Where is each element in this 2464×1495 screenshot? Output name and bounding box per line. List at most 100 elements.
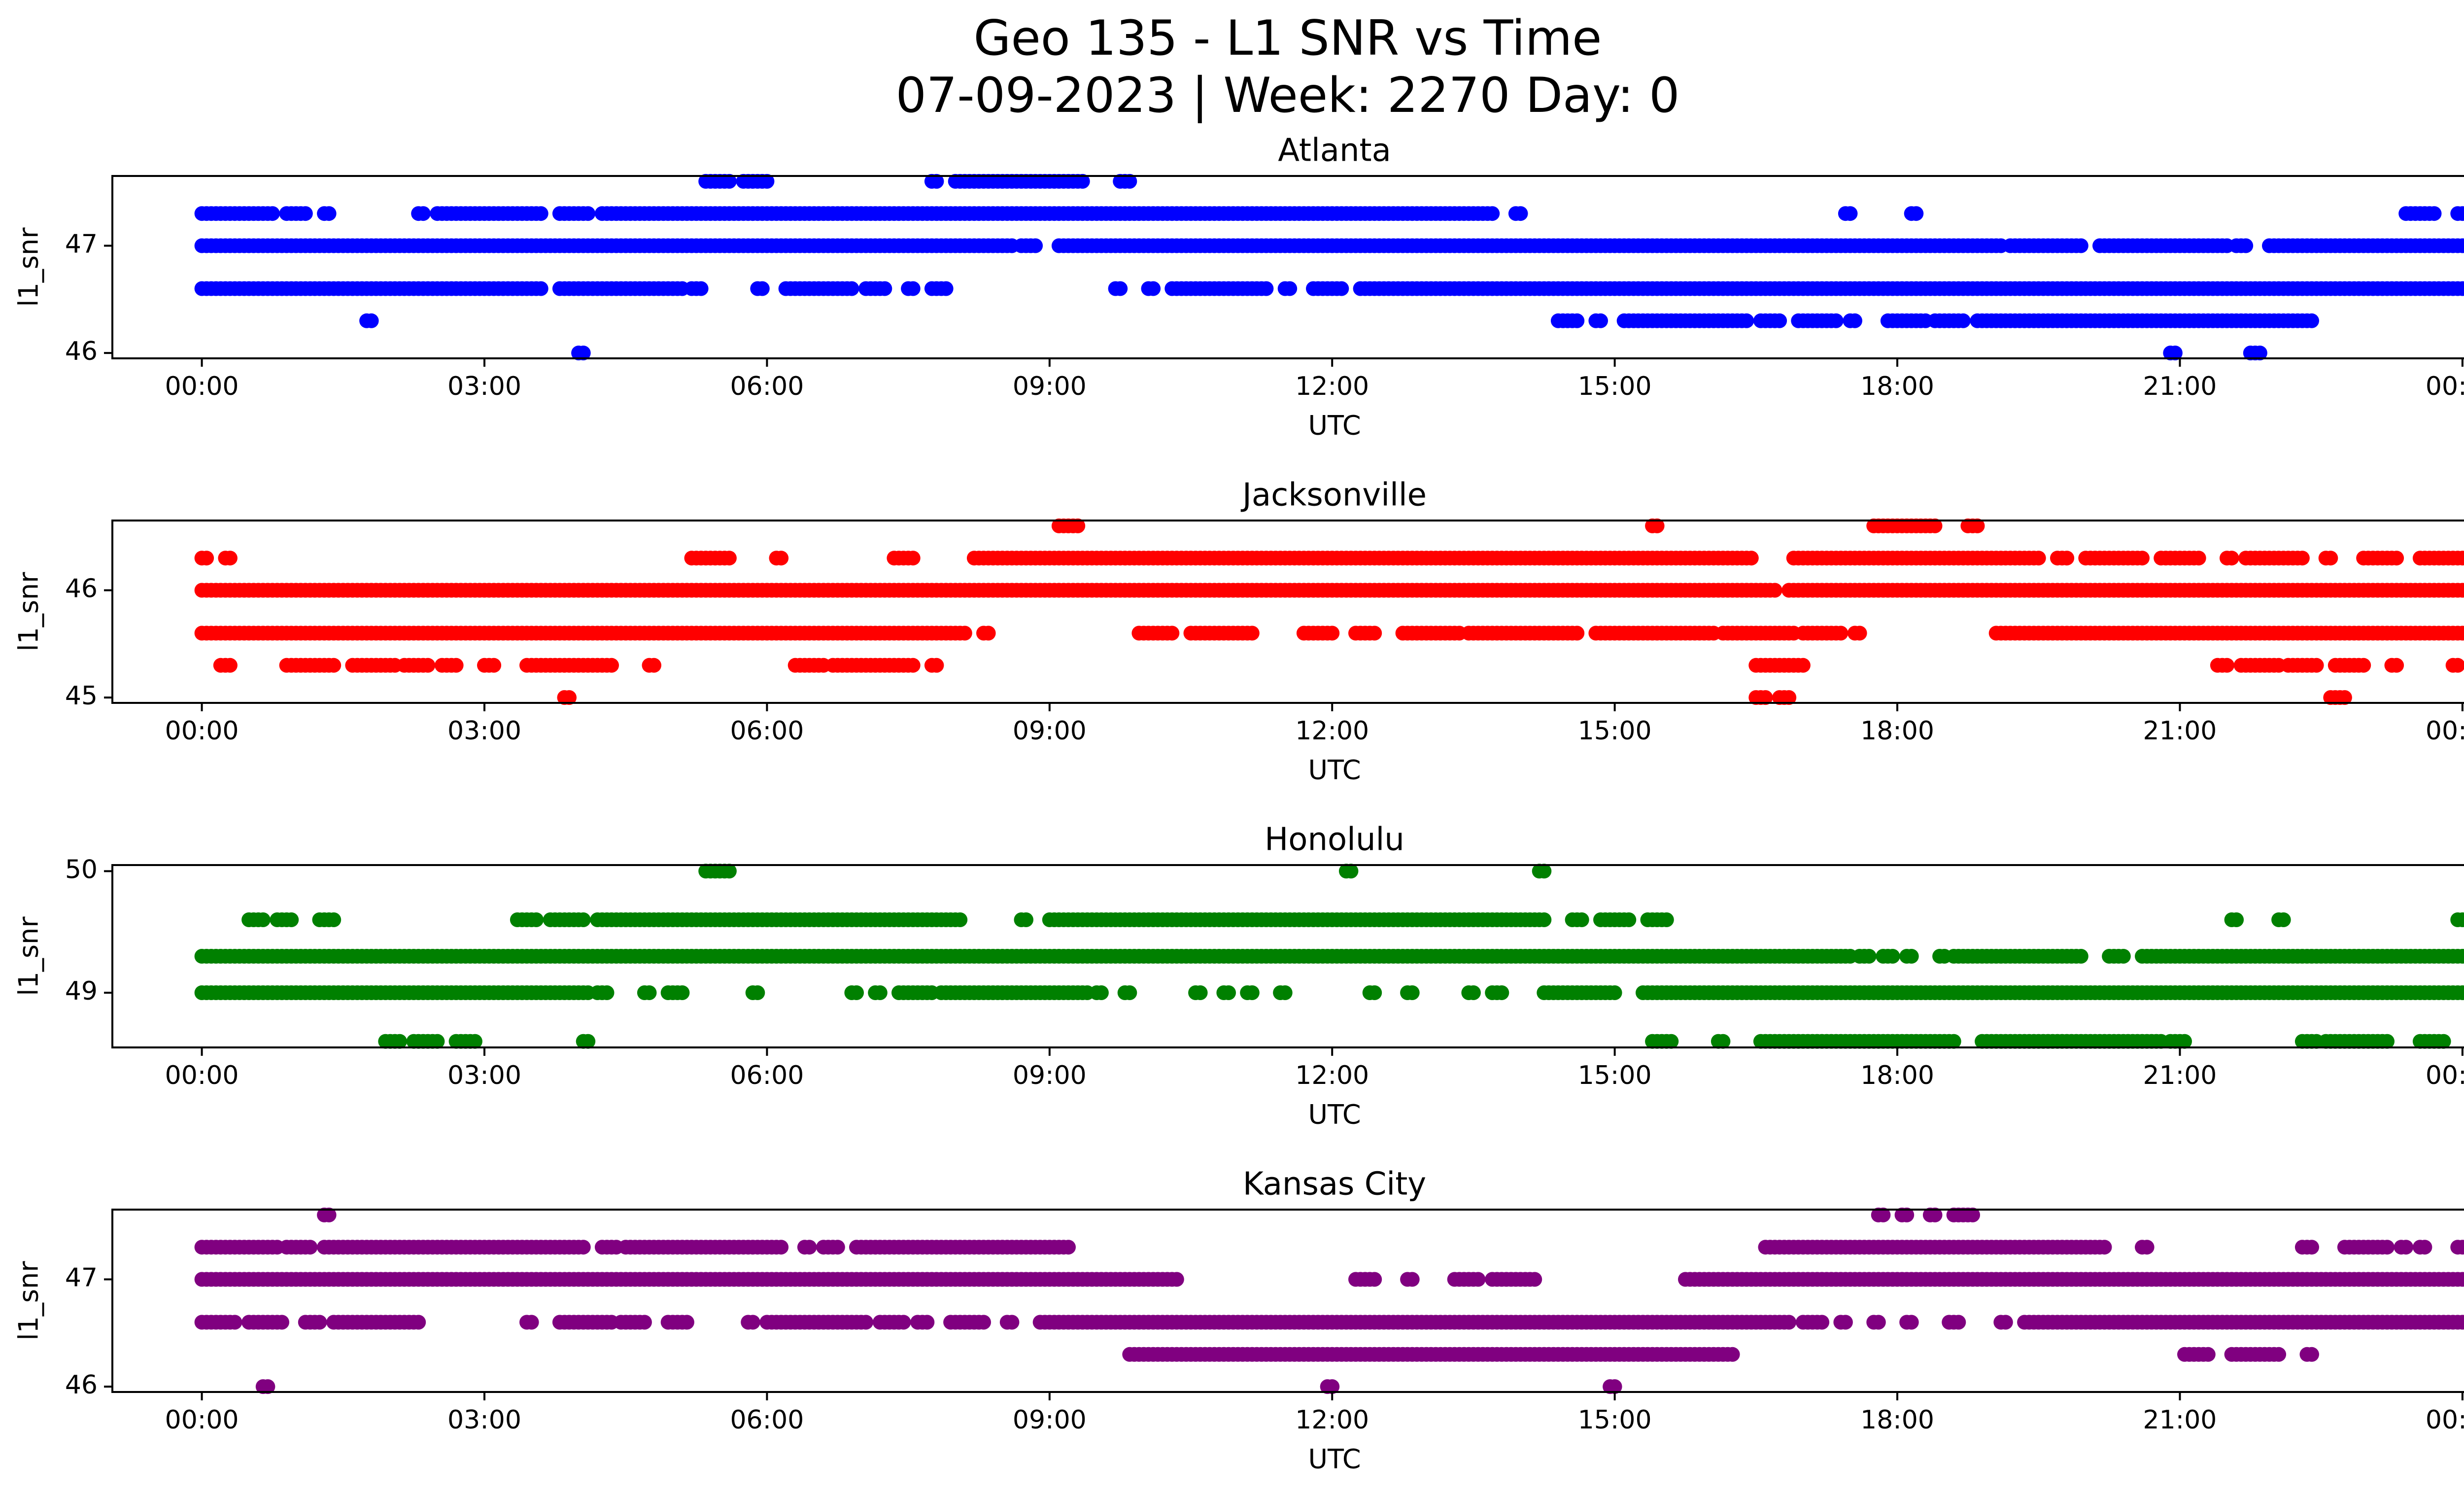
- data-point: [2380, 1240, 2395, 1255]
- data-point: [1367, 626, 1382, 641]
- data-point: [905, 281, 921, 296]
- data-point: [1367, 985, 1382, 1000]
- data-point: [199, 551, 214, 566]
- x-tick-label: 18:00: [1860, 716, 1934, 746]
- axes-frame: [111, 520, 2464, 704]
- data-point: [415, 206, 431, 221]
- data-point: [896, 1315, 911, 1330]
- data-point: [858, 1315, 874, 1330]
- data-point: [1795, 658, 1811, 673]
- data-point: [675, 985, 690, 1000]
- x-tick-label: 00:00: [2426, 1061, 2464, 1090]
- data-point: [774, 1240, 789, 1255]
- data-point: [2238, 238, 2254, 253]
- data-point: [1028, 238, 1043, 253]
- data-point: [1466, 985, 1481, 1000]
- data-point: [1758, 690, 1773, 705]
- x-tick-label: 00:00: [165, 716, 239, 746]
- data-point: [576, 1240, 591, 1255]
- data-point: [2220, 658, 2234, 673]
- data-point: [1122, 985, 1137, 1000]
- data-point: [298, 206, 313, 221]
- panel-kansas-city: 00:00 03:00 06:00 09:00 12:00 15:00 18:00 21:00…: [13, 1166, 2464, 1475]
- data-point: [265, 206, 280, 221]
- data-point: [533, 206, 548, 221]
- data-point: [303, 1240, 318, 1255]
- data-point: [255, 912, 271, 927]
- data-point: [1833, 626, 1848, 641]
- data-point: [1744, 551, 1759, 566]
- data-point: [905, 658, 921, 673]
- data-point: [1244, 626, 1260, 641]
- data-point: [2073, 238, 2088, 253]
- data-point: [222, 658, 238, 673]
- data-point: [1244, 985, 1260, 1000]
- data-point: [905, 551, 921, 566]
- figure-title-line2: 07-09-2023 | Week: 2270 Day: 0: [895, 68, 1680, 124]
- data-point: [2455, 626, 2464, 641]
- data-point: [326, 658, 342, 673]
- data-point: [1970, 518, 1985, 533]
- data-point: [1367, 1272, 1382, 1287]
- data-point: [1061, 1240, 1076, 1255]
- x-tick-label: 09:00: [1013, 1061, 1087, 1090]
- data-point: [1852, 626, 1867, 641]
- data-point: [844, 281, 859, 296]
- data-point: [274, 1315, 289, 1330]
- data-point: [1404, 985, 1420, 1000]
- x-axis-label: UTC: [1308, 410, 1361, 441]
- data-point: [920, 1315, 935, 1330]
- data-point: [2455, 912, 2464, 927]
- x-tick-label: 06:00: [730, 716, 804, 746]
- data-point: [2337, 690, 2352, 705]
- x-tick-label: 00:00: [165, 1061, 239, 1090]
- data-point: [1574, 912, 1589, 927]
- figure-title-line1: Geo 135 - L1 SNR vs Time: [973, 10, 1602, 67]
- data-point: [2252, 346, 2267, 361]
- x-tick-label: 00:00: [2426, 372, 2464, 401]
- y-axis-label: l1_snr: [13, 572, 44, 652]
- data-point: [1871, 1315, 1886, 1330]
- data-point: [1781, 1315, 1797, 1330]
- data-points: [194, 864, 2464, 1049]
- data-points: [194, 1207, 2464, 1394]
- data-point: [1955, 313, 1971, 328]
- data-point: [1004, 1315, 1020, 1330]
- data-point: [1904, 1315, 1919, 1330]
- x-tick-label: 06:00: [730, 1061, 804, 1090]
- figure-title: Geo 135 - L1 SNR vs Time 07-09-2023 | We…: [0, 10, 2464, 124]
- data-point: [679, 1315, 694, 1330]
- data-point: [1277, 985, 1293, 1000]
- data-point: [1621, 912, 1637, 927]
- data-point: [1659, 912, 1674, 927]
- data-point: [637, 1315, 652, 1330]
- data-point: [721, 864, 737, 879]
- data-point: [1772, 313, 1787, 328]
- data-point: [2073, 949, 2088, 964]
- data-point: [1927, 518, 1943, 533]
- x-tick-label: 15:00: [1578, 372, 1652, 401]
- data-point: [1193, 985, 1208, 1000]
- data-point: [1282, 281, 1298, 296]
- data-point: [1781, 690, 1797, 705]
- data-point: [1113, 281, 1128, 296]
- data-point: [1325, 626, 1340, 641]
- data-point: [326, 912, 342, 927]
- x-tick-label: 09:00: [1013, 716, 1087, 746]
- data-point: [1904, 949, 1919, 964]
- data-point: [1838, 1315, 1853, 1330]
- data-point: [872, 985, 888, 1000]
- data-point: [1259, 281, 1274, 296]
- data-point: [2116, 949, 2131, 964]
- data-point: [2455, 281, 2464, 296]
- data-point: [1122, 174, 1137, 189]
- data-point: [938, 281, 954, 296]
- data-point: [1537, 912, 1552, 927]
- data-point: [2097, 1240, 2112, 1255]
- data-point: [364, 313, 379, 328]
- data-point: [448, 658, 464, 673]
- x-tick-label: 18:00: [1860, 372, 1934, 401]
- data-point: [312, 1315, 327, 1330]
- data-point: [1570, 626, 1585, 641]
